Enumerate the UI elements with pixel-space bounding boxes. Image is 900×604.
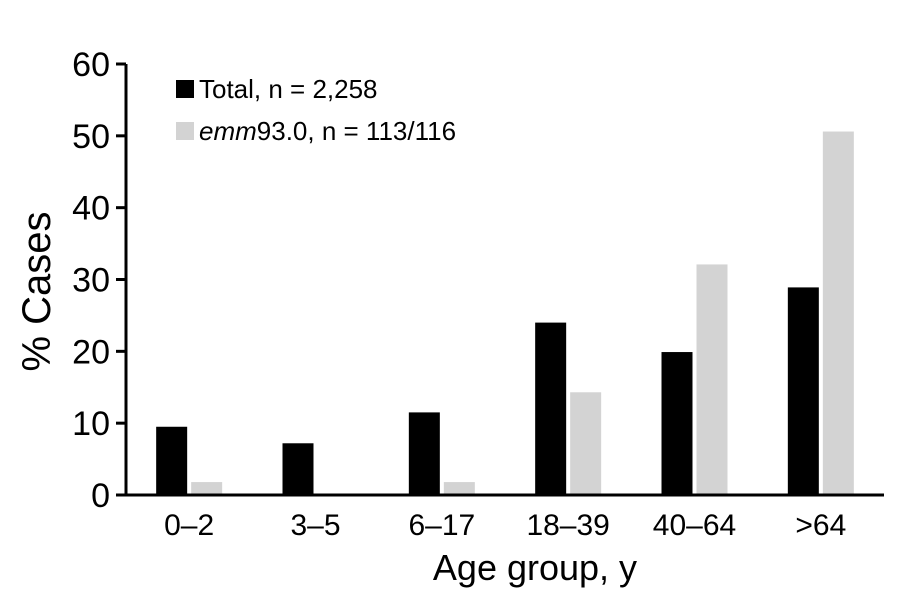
- bar-total-0: [156, 426, 188, 495]
- y-ticks-group: 0 10 20 30 40 50 60: [72, 46, 126, 515]
- bar-total-5: [787, 287, 819, 495]
- bar-emm93-4: [696, 264, 728, 495]
- legend-label-emm93: emm93.0, n = 113/116: [199, 116, 456, 146]
- y-tick-label: 0: [91, 477, 110, 515]
- legend-label-text: Total, n = 2,258: [199, 74, 378, 104]
- legend-swatch-total: [176, 80, 194, 98]
- bar-emm93-3: [570, 392, 602, 495]
- y-tick-label: 10: [72, 405, 110, 443]
- bar-total-2: [408, 412, 440, 495]
- x-tick-label: >64: [795, 509, 846, 542]
- y-axis-label: % Cases: [15, 211, 59, 371]
- bar-emm93-0: [191, 482, 223, 495]
- legend-swatch-emm93: [176, 122, 194, 140]
- y-tick-label: 20: [72, 333, 110, 371]
- x-tick-label: 18–39: [526, 509, 609, 542]
- legend-label-total: Total, n = 2,258: [199, 74, 378, 104]
- bar-total-1: [282, 443, 314, 495]
- legend: Total, n = 2,258 emm93.0, n = 113/116: [176, 74, 456, 146]
- x-ticks-group: 0–2 3–5 6–17 18–39 40–64 >64: [164, 509, 846, 542]
- bars-group: [156, 131, 854, 496]
- x-tick-label: 3–5: [290, 509, 340, 542]
- legend-label-text: 93.0, n = 113/116: [257, 116, 456, 146]
- bar-emm93-5: [822, 131, 854, 496]
- x-tick-label: 0–2: [164, 509, 214, 542]
- y-tick-label: 50: [72, 118, 110, 156]
- x-tick-label: 6–17: [408, 509, 475, 542]
- bar-total-4: [661, 352, 693, 495]
- y-tick-label: 60: [72, 46, 110, 84]
- bar-emm93-2: [443, 482, 475, 495]
- legend-label-italic-part: emm: [199, 116, 257, 146]
- y-tick-label: 40: [72, 190, 110, 228]
- y-tick-label: 30: [72, 262, 110, 300]
- x-tick-label: 40–64: [653, 509, 736, 542]
- x-axis-label: Age group, y: [433, 547, 637, 588]
- bar-total-3: [535, 322, 567, 495]
